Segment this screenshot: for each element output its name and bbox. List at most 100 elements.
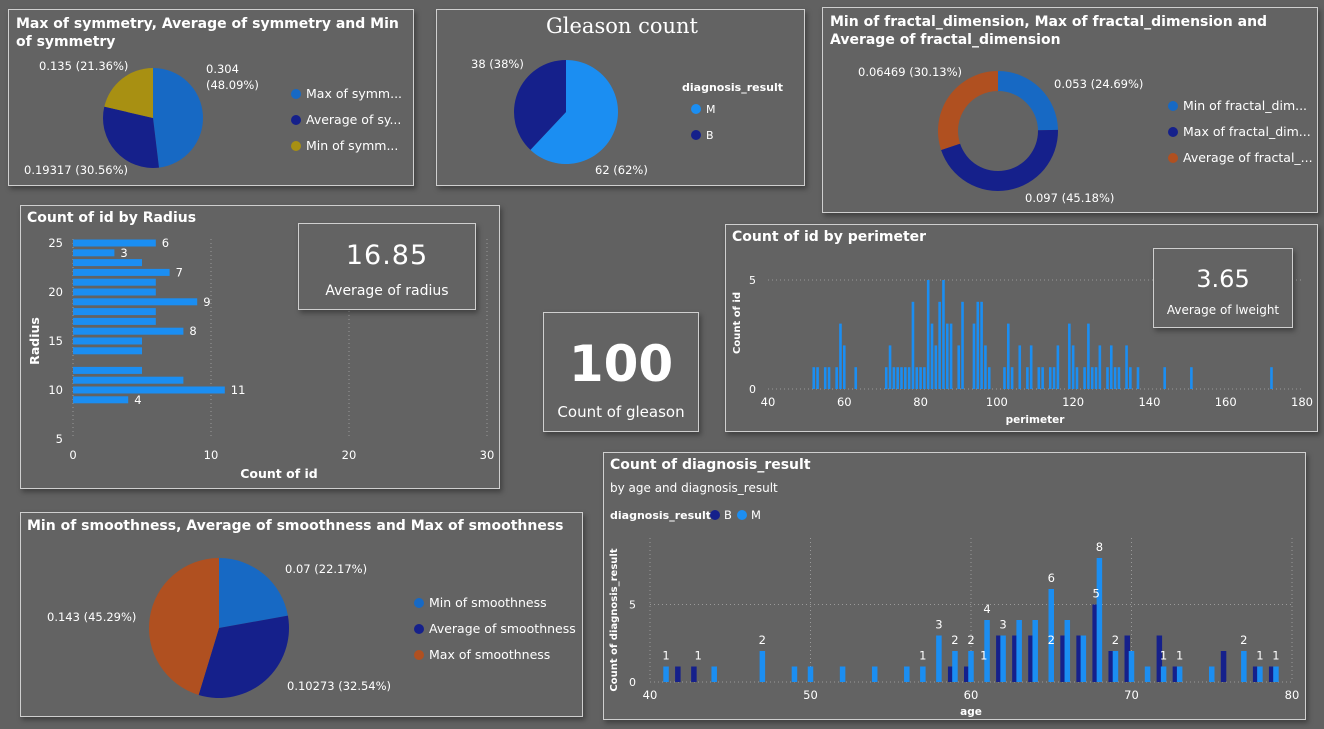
bar-perimeter-108[interactable] — [1026, 367, 1029, 389]
bar-perimeter-75[interactable] — [900, 367, 903, 389]
bar-perimeter-111[interactable] — [1037, 367, 1041, 389]
fractal-donut-chart[interactable]: Min of fractal_dimension, Max of fractal… — [823, 8, 1319, 214]
bar-perimeter-104[interactable] — [1010, 367, 1014, 389]
bar-diagnosis-B-69[interactable] — [1108, 651, 1114, 682]
bar-diagnosis-M-60[interactable] — [968, 651, 974, 682]
bar-diagnosis-M-57[interactable] — [920, 666, 926, 683]
bar-diagnosis-M-73[interactable] — [1176, 666, 1183, 683]
bar-diagnosis-B-72[interactable] — [1156, 635, 1163, 683]
pie-slice-symmetry-1[interactable] — [102, 106, 159, 169]
bar-diagnosis-B-64[interactable] — [1028, 635, 1034, 683]
bar-perimeter-60[interactable] — [842, 345, 846, 389]
bar-perimeter-119[interactable] — [1068, 323, 1071, 389]
bar-diagnosis-M-71[interactable] — [1144, 666, 1151, 683]
bar-perimeter-91[interactable] — [961, 301, 964, 389]
bar-diagnosis-M-68[interactable] — [1096, 558, 1103, 682]
bar-radius-11[interactable] — [73, 376, 184, 384]
bar-radius-20[interactable] — [73, 288, 156, 296]
bar-perimeter-59[interactable] — [839, 323, 842, 389]
bar-diagnosis-M-72[interactable] — [1160, 666, 1167, 683]
bar-diagnosis-M-75[interactable] — [1209, 666, 1215, 683]
bar-radius-15[interactable] — [73, 337, 142, 345]
bar-diagnosis-M-67[interactable] — [1080, 635, 1087, 683]
bar-perimeter-144[interactable] — [1163, 367, 1166, 389]
bar-radius-19[interactable] — [73, 298, 198, 306]
bar-radius-10[interactable] — [73, 386, 225, 394]
bar-diagnosis-M-41[interactable] — [663, 666, 669, 683]
bar-radius-9[interactable] — [73, 396, 129, 404]
bar-perimeter-96[interactable] — [980, 301, 983, 389]
bar-perimeter-106[interactable] — [1018, 345, 1022, 389]
pie-slice-fractal-2[interactable] — [938, 71, 998, 151]
bar-diagnosis-B-42[interactable] — [675, 666, 681, 683]
bar-perimeter-85[interactable] — [938, 301, 941, 389]
pie-slice-gleason-0[interactable] — [530, 60, 618, 164]
bar-diagnosis-B-70[interactable] — [1124, 635, 1131, 683]
bar-radius-22[interactable] — [73, 268, 170, 276]
symmetry-pie-card[interactable]: Max of symmetry, Average of symmetry and… — [8, 9, 414, 186]
diagnosis-age-card[interactable]: Count of diagnosis_result by age and diag… — [603, 452, 1306, 720]
bar-perimeter-53[interactable] — [816, 367, 819, 389]
bar-perimeter-80[interactable] — [919, 367, 922, 389]
bar-diagnosis-M-49[interactable] — [791, 666, 798, 683]
perimeter-bar-card[interactable]: Count of id by perimeter 0 5 40 60 80 100 120 14… — [725, 224, 1318, 432]
bar-perimeter-58[interactable] — [835, 367, 838, 389]
pie-slice-smoothness-2[interactable] — [148, 558, 219, 695]
bar-perimeter-121[interactable] — [1075, 367, 1079, 389]
bar-perimeter-90[interactable] — [957, 345, 961, 389]
bar-perimeter-72[interactable] — [888, 345, 892, 389]
bar-perimeter-114[interactable] — [1048, 367, 1052, 389]
smoothness-pie-chart[interactable]: Min of smoothness, Average of smoothness… — [21, 513, 584, 718]
bar-diagnosis-B-67[interactable] — [1076, 635, 1082, 683]
bar-perimeter-79[interactable] — [915, 367, 919, 389]
pie-slice-fractal-0[interactable] — [998, 71, 1058, 131]
bar-diagnosis-M-66[interactable] — [1064, 620, 1071, 682]
bar-radius-18[interactable] — [73, 308, 156, 316]
smoothness-pie-card[interactable]: Min of smoothness, Average of smoothness… — [20, 512, 583, 717]
bar-perimeter-94[interactable] — [972, 323, 976, 389]
bar-perimeter-129[interactable] — [1106, 367, 1109, 389]
bar-radius-14[interactable] — [73, 347, 142, 355]
bar-perimeter-172[interactable] — [1270, 367, 1273, 389]
bar-perimeter-115[interactable] — [1052, 367, 1056, 389]
bar-diagnosis-M-64[interactable] — [1032, 620, 1038, 682]
gleason-pie-card[interactable]: Gleason count 62 (62%) 38 (38%) diagnosis_r… — [436, 9, 805, 186]
bar-perimeter-52[interactable] — [812, 367, 816, 389]
bar-diagnosis-M-78[interactable] — [1257, 666, 1263, 683]
bar-diagnosis-M-56[interactable] — [904, 666, 910, 683]
bar-diagnosis-M-77[interactable] — [1241, 651, 1247, 682]
bar-perimeter-134[interactable] — [1125, 345, 1128, 389]
bar-perimeter-81[interactable] — [923, 367, 926, 389]
bar-diagnosis-B-60[interactable] — [964, 666, 970, 683]
bar-perimeter-112[interactable] — [1041, 367, 1044, 389]
bar-diagnosis-B-63[interactable] — [1012, 635, 1018, 683]
bar-radius-21[interactable] — [73, 278, 156, 286]
bar-perimeter-71[interactable] — [884, 367, 888, 389]
bar-diagnosis-B-66[interactable] — [1060, 635, 1066, 683]
pie-slice-symmetry-2[interactable] — [104, 68, 153, 118]
bar-diagnosis-M-59[interactable] — [952, 651, 958, 682]
bar-diagnosis-M-50[interactable] — [807, 666, 814, 683]
bar-diagnosis-M-44[interactable] — [711, 666, 717, 683]
bar-perimeter-127[interactable] — [1098, 345, 1102, 389]
bar-perimeter-109[interactable] — [1029, 345, 1033, 389]
bar-diagnosis-M-52[interactable] — [839, 666, 846, 683]
bar-diagnosis-M-61[interactable] — [984, 620, 990, 682]
bar-perimeter-88[interactable] — [949, 323, 953, 389]
bar-perimeter-132[interactable] — [1117, 367, 1121, 389]
bar-perimeter-83[interactable] — [930, 323, 934, 389]
gleason-pie-chart[interactable]: Gleason count 62 (62%) 38 (38%) diagnosis_r… — [437, 10, 806, 187]
bar-diagnosis-M-79[interactable] — [1273, 666, 1279, 683]
bar-diagnosis-B-43[interactable] — [691, 666, 697, 683]
bar-diagnosis-M-58[interactable] — [936, 635, 942, 683]
bar-radius-25[interactable] — [73, 239, 156, 247]
symmetry-pie-chart[interactable]: Max of symmetry, Average of symmetry and… — [9, 10, 415, 187]
bar-diagnosis-B-59[interactable] — [947, 666, 954, 683]
bar-diagnosis-B-62[interactable] — [996, 635, 1002, 683]
bar-diagnosis-B-79[interactable] — [1268, 666, 1275, 683]
pie-slice-smoothness-0[interactable] — [219, 558, 288, 628]
pie-slice-gleason-1[interactable] — [514, 60, 566, 150]
bar-perimeter-87[interactable] — [945, 323, 949, 389]
bar-perimeter-78[interactable] — [911, 301, 915, 389]
bar-diagnosis-B-68[interactable] — [1092, 604, 1098, 683]
